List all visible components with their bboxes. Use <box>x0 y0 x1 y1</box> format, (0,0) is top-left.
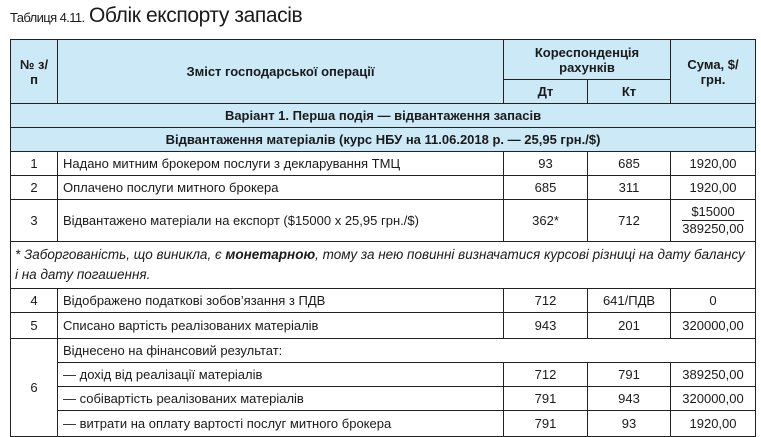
note-text: * Заборгованість, що виникла, є <box>15 247 226 262</box>
note-bold: монетарною <box>225 247 316 262</box>
table-row: 2 Оплачено послуги митного брокера 685 3… <box>10 175 757 200</box>
row-text: Надано митним брокером послуги з деклару… <box>57 151 504 176</box>
table-number: Таблиця 4.11. <box>10 10 85 25</box>
sum-fraction: $15000 389250,00 <box>682 204 744 237</box>
row-num: 5 <box>10 312 58 339</box>
row-debit: 943 <box>503 312 588 339</box>
row-sum: 1920,00 <box>670 151 757 176</box>
row-text: — витрати на оплату вартості послуг митн… <box>57 410 504 437</box>
variant-row: Варіант 1. Перша подія — відвантаження з… <box>9 103 757 128</box>
table-row: — витрати на оплату вартості послуг митн… <box>11 410 757 437</box>
variant-title: Варіант 1. Перша подія — відвантаження з… <box>9 103 757 128</box>
row-debit: 712 <box>503 288 588 313</box>
header-content: Зміст господарської операції <box>57 39 504 104</box>
header-subrow: Дт Кт <box>11 79 756 104</box>
row-sum: 0 <box>670 288 757 313</box>
sum-uah: 389250,00 <box>682 221 744 236</box>
sum-usd: $15000 <box>682 204 744 221</box>
row-sum: 1920,00 <box>670 175 757 200</box>
row-text: Оплачено послуги митного брокера <box>57 175 504 200</box>
header-correspondence: Кореспонденція рахунків <box>502 39 672 80</box>
row-sum: 1920,00 <box>670 410 757 437</box>
row-num: 1 <box>10 151 58 176</box>
row-credit: 641/ПДВ <box>586 288 672 313</box>
header-debit: Дт <box>503 79 588 104</box>
section-row: Відвантаження матеріалів (курс НБУ на 11… <box>9 127 757 152</box>
row-credit: 311 <box>586 175 672 200</box>
row-text: — собівартість реалізованих матеріалів <box>57 386 504 411</box>
row-sum: 389250,00 <box>670 362 757 387</box>
row-num: 4 <box>10 288 58 313</box>
row-credit: 712 <box>586 199 672 242</box>
row-sum: $15000 389250,00 <box>670 199 757 242</box>
row-text: Відвантажено матеріали на експорт ($1500… <box>57 199 504 242</box>
table-row: 3 Відвантажено матеріали на експорт ($15… <box>10 199 757 242</box>
row-credit: 791 <box>586 362 672 387</box>
table-title: Облік експорту запасів <box>89 4 303 27</box>
table-row: — собівартість реалізованих матеріалів 7… <box>11 386 757 411</box>
row-credit: 201 <box>586 312 672 339</box>
table-row: — дохід від реалізації матеріалів 712 79… <box>11 362 757 387</box>
row-heading: Віднесено на фінансовий результат: <box>56 338 757 363</box>
footnote: * Заборгованість, що виникла, є монетарн… <box>9 241 757 289</box>
table-row: 4 Відображено податкові зобов’язання з П… <box>10 288 757 313</box>
row-debit: 712 <box>503 362 588 387</box>
row-debit: 93 <box>503 151 588 176</box>
row-text: Відображено податкові зобов’язання з ПДВ <box>57 288 504 313</box>
row-debit: 362* <box>503 199 588 242</box>
row-num: 3 <box>10 199 58 242</box>
row-credit: 93 <box>586 410 672 437</box>
row-sum: 320000,00 <box>670 386 757 411</box>
table-caption: Таблиця 4.11. Облік експорту запасів <box>10 4 303 28</box>
row-text: — дохід від реалізації матеріалів <box>57 362 504 387</box>
row-debit: 791 <box>503 386 588 411</box>
row-sum: 320000,00 <box>670 312 757 339</box>
row-debit: 791 <box>503 410 588 437</box>
row-num: 6 <box>10 338 58 437</box>
table-row: 1 Надано митним брокером послуги з декла… <box>10 151 757 176</box>
row-credit: 943 <box>586 386 672 411</box>
header-num: № з/п <box>10 39 58 104</box>
header-credit: Кт <box>586 79 672 104</box>
row-debit: 685 <box>503 175 588 200</box>
row-credit: 685 <box>586 151 672 176</box>
header-row: № з/п Зміст господарської операції Корес… <box>10 39 757 104</box>
note-row: * Заборгованість, що виникла, є монетарн… <box>9 241 757 289</box>
row-text: Списано вартість реалізованих матеріалів <box>57 312 504 339</box>
section-title: Відвантаження матеріалів (курс НБУ на 11… <box>9 127 757 152</box>
row-num: 2 <box>10 175 58 200</box>
table-row: 5 Списано вартість реалізованих матеріал… <box>10 312 757 339</box>
export-accounting-table: № з/п Зміст господарської операції Корес… <box>9 39 757 437</box>
table-row: 6 Віднесено на фінансовий результат: <box>10 338 757 437</box>
header-sum: Сума, $/грн. <box>670 39 757 104</box>
note-text-end: , тому за нею повинні визначатися курсов… <box>15 247 745 282</box>
